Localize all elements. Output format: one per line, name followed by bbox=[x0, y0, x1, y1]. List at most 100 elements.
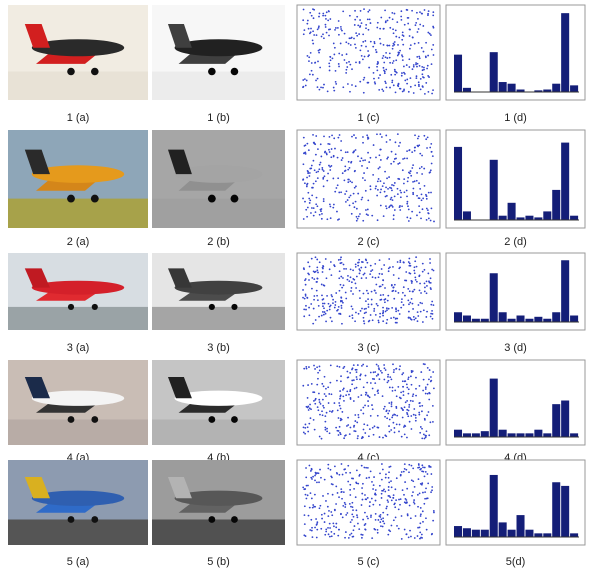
histogram-bar bbox=[499, 312, 507, 322]
scatter-dot bbox=[394, 488, 396, 490]
caption: 3 (b) bbox=[207, 342, 230, 354]
scatter-dot bbox=[394, 41, 396, 43]
scatter-dot bbox=[421, 470, 423, 472]
scatter-dot bbox=[312, 536, 314, 538]
scatter-dot bbox=[400, 16, 402, 18]
scatter-dot bbox=[383, 488, 385, 490]
scatter-dot bbox=[390, 317, 392, 319]
scatter-dot bbox=[399, 424, 401, 426]
scatter-dot bbox=[390, 379, 392, 381]
scatter-dot bbox=[392, 390, 394, 392]
scatter-dot bbox=[414, 266, 416, 268]
scatter-dot bbox=[402, 391, 404, 393]
scatter-dot bbox=[344, 435, 346, 437]
scatter-dot bbox=[400, 196, 402, 198]
scatter-dot bbox=[419, 405, 421, 407]
scatter-dot bbox=[335, 486, 337, 488]
scatter-dot bbox=[368, 306, 370, 308]
scatter-dot bbox=[356, 422, 358, 424]
scatter-dot bbox=[391, 189, 393, 191]
scatter-dot bbox=[302, 86, 304, 88]
scatter-dot bbox=[421, 534, 423, 536]
scatter-dot bbox=[309, 404, 311, 406]
scatter-dot bbox=[305, 366, 307, 368]
scatter-dot bbox=[313, 183, 315, 185]
scatter-dot bbox=[390, 198, 392, 200]
scatter-dot bbox=[312, 507, 314, 509]
scatter-dot bbox=[326, 428, 328, 430]
scatter-dot bbox=[338, 259, 340, 261]
scatter-dot bbox=[380, 514, 382, 516]
scatter-dot bbox=[351, 213, 353, 215]
scatter-dot bbox=[425, 393, 427, 395]
scatter-dot bbox=[381, 479, 383, 481]
scatter-dot bbox=[310, 477, 312, 479]
scatter-dot bbox=[375, 188, 377, 190]
scatter-dot bbox=[317, 409, 319, 411]
scatter-dot bbox=[404, 425, 406, 427]
scatter-dot bbox=[354, 388, 356, 390]
scatter-dot bbox=[415, 22, 417, 24]
scatter-dot bbox=[338, 474, 340, 476]
scatter-dot bbox=[326, 430, 328, 432]
scatter-dot bbox=[370, 157, 372, 159]
scatter-dot bbox=[302, 19, 304, 21]
scatter-dot bbox=[355, 137, 357, 139]
scatter-dot bbox=[425, 82, 427, 84]
scatter-dot bbox=[332, 178, 334, 180]
scatter-dot bbox=[316, 537, 318, 539]
scatter-dot bbox=[312, 187, 314, 189]
scatter-dot bbox=[370, 265, 372, 267]
scatter-dot bbox=[321, 284, 323, 286]
scatter-dot bbox=[372, 388, 374, 390]
scatter-dot bbox=[341, 463, 343, 465]
scatter-dot bbox=[371, 537, 373, 539]
scatter-dot bbox=[366, 477, 368, 479]
scatter-dot bbox=[407, 288, 409, 290]
scatter-dot bbox=[389, 376, 391, 378]
scatter-dot bbox=[399, 162, 401, 164]
scatter-dot bbox=[340, 26, 342, 28]
scatter-dot bbox=[412, 395, 414, 397]
scatter-dot bbox=[366, 382, 368, 384]
scatter-dot bbox=[393, 274, 395, 276]
scatter-dot bbox=[364, 56, 366, 58]
scatter-dot bbox=[323, 37, 325, 39]
scatter-dot bbox=[395, 517, 397, 519]
scatter-dot bbox=[349, 390, 351, 392]
scatter-dot bbox=[412, 303, 414, 305]
scatter-dot bbox=[389, 87, 391, 89]
scatter-dot bbox=[324, 376, 326, 378]
scatter-dot bbox=[419, 197, 421, 199]
scatter-dot bbox=[322, 177, 324, 179]
scatter-dot bbox=[377, 189, 379, 191]
scatter-dot bbox=[313, 34, 315, 36]
scatter-dot bbox=[392, 266, 394, 268]
scatter-dot bbox=[395, 29, 397, 31]
histogram-bar bbox=[517, 433, 525, 437]
scatter-dot bbox=[325, 321, 327, 323]
scatter-dot bbox=[308, 60, 310, 62]
scatter-dot bbox=[371, 304, 373, 306]
scatter-dot bbox=[325, 26, 327, 28]
scatter-dot bbox=[390, 204, 392, 206]
scatter-dot bbox=[319, 436, 321, 438]
scatter-dot bbox=[313, 207, 315, 209]
scatter-dot bbox=[385, 196, 387, 198]
scatter-dot bbox=[417, 146, 419, 148]
scatter-dot bbox=[383, 364, 385, 366]
scatter-dot bbox=[427, 136, 429, 138]
scatter-dot bbox=[419, 65, 421, 67]
scatter-dot bbox=[360, 373, 362, 375]
scatter-dot bbox=[321, 438, 323, 440]
scatter-dot bbox=[382, 279, 384, 281]
scatter-dot bbox=[355, 266, 357, 268]
scatter-dot bbox=[415, 395, 417, 397]
scatter-dot bbox=[365, 209, 367, 211]
scatter-dot bbox=[312, 504, 314, 506]
scatter-dot bbox=[432, 318, 434, 320]
scatter-dot bbox=[430, 316, 432, 318]
scatter-dot bbox=[415, 317, 417, 319]
scatter-dot bbox=[359, 290, 361, 292]
scatter-dot bbox=[393, 214, 395, 216]
